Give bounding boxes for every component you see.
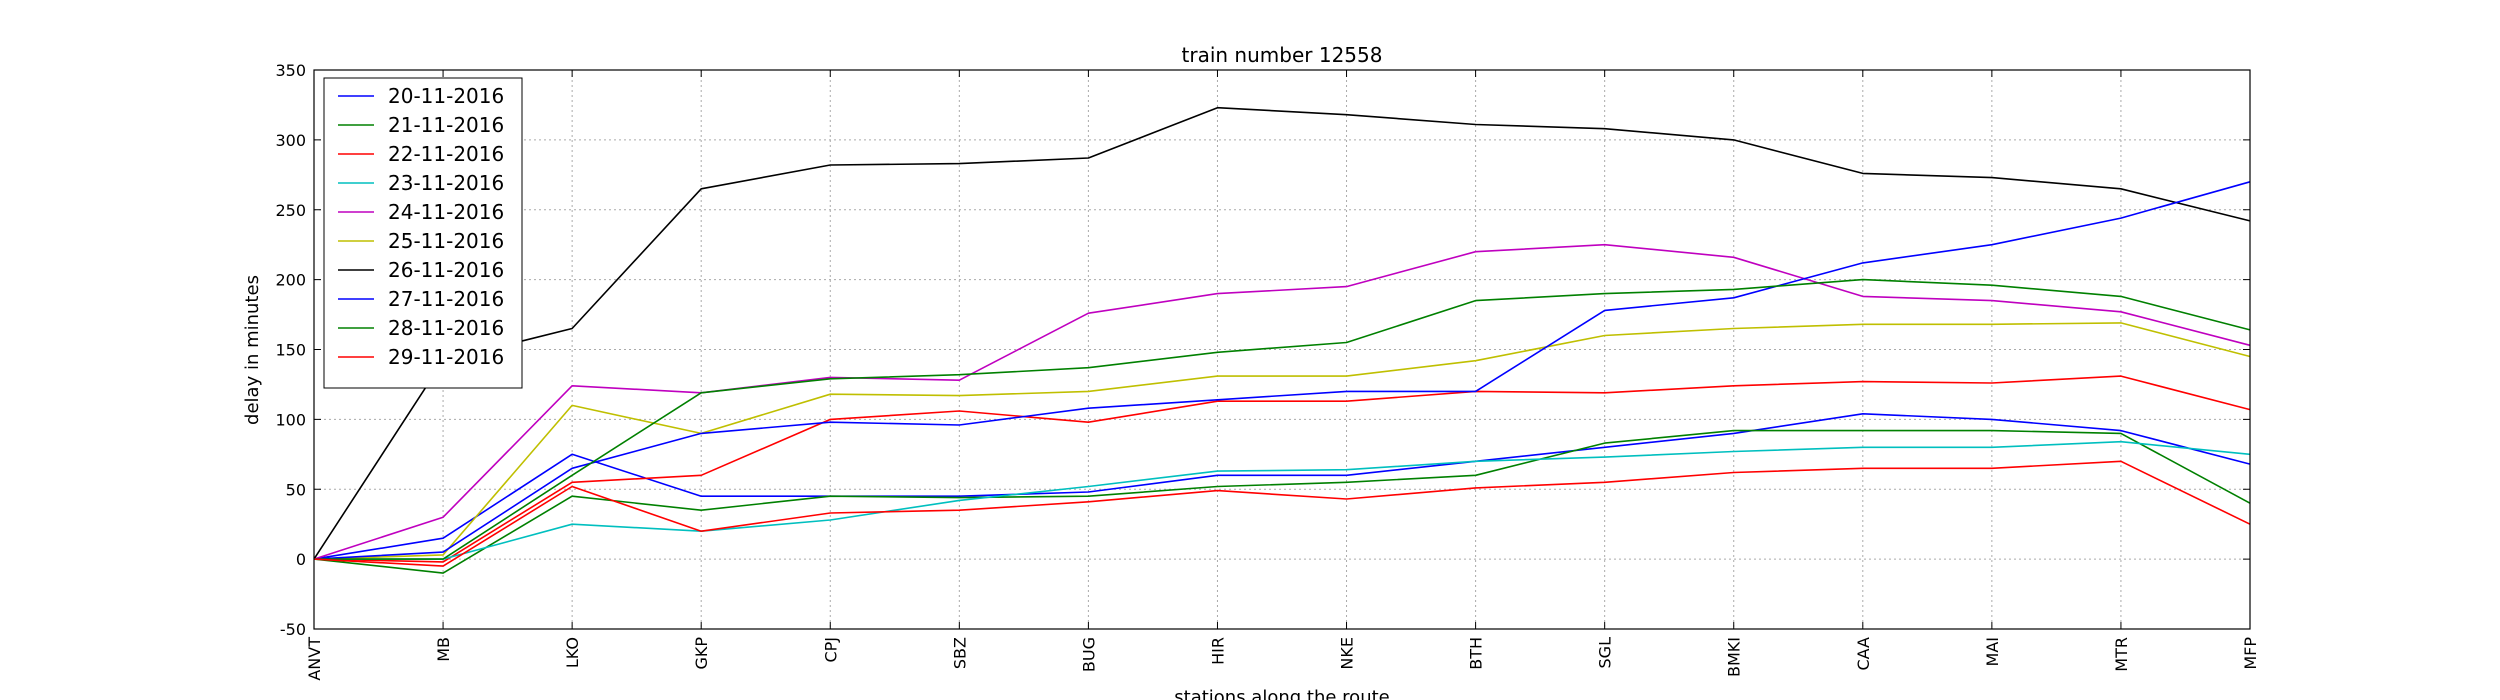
x-tick-label: CAA <box>1854 637 1873 671</box>
legend-label: 22-11-2016 <box>388 142 504 166</box>
legend-label: 23-11-2016 <box>388 171 504 195</box>
y-tick-label: 150 <box>275 341 306 360</box>
series-line <box>313 460 2251 567</box>
chart-title: train number 12558 <box>1182 43 1383 67</box>
y-tick-label: 0 <box>296 550 306 569</box>
legend-label: 28-11-2016 <box>388 316 504 340</box>
legend-label: 21-11-2016 <box>388 113 504 137</box>
y-tick-label: 100 <box>275 410 306 429</box>
y-axis-label: delay in minutes <box>242 275 263 425</box>
x-tick-label: BTH <box>1467 637 1486 670</box>
legend-label: 20-11-2016 <box>388 84 504 108</box>
series-line <box>313 106 2251 560</box>
y-tick-label: 200 <box>275 271 306 290</box>
x-tick-label: MAI <box>1983 637 2002 666</box>
x-tick-label: HIR <box>1208 637 1227 665</box>
x-tick-label: MB <box>434 637 453 662</box>
x-tick-label: BMKI <box>1725 637 1744 677</box>
series-line <box>313 243 2251 560</box>
x-tick-label: MFP <box>2241 637 2260 670</box>
legend-label: 25-11-2016 <box>388 229 504 253</box>
grid-lines <box>313 69 2251 630</box>
x-axis-label: stations along the route <box>1174 687 1389 700</box>
plot-area-frame <box>313 69 2251 630</box>
x-tick-label: ANVT <box>305 637 324 681</box>
x-tick-label: MTR <box>2112 637 2131 672</box>
series-line <box>313 412 2251 560</box>
legend-label: 29-11-2016 <box>388 345 504 369</box>
y-tick-label: 350 <box>275 61 306 80</box>
series-line <box>314 440 2251 560</box>
series-line <box>313 429 2251 574</box>
x-tick-label: CPJ <box>821 637 840 663</box>
series-line <box>313 322 2251 560</box>
x-tick-label: GKP <box>692 637 711 670</box>
y-tick-label: 300 <box>275 131 306 150</box>
x-tick-label: SGL <box>1596 637 1615 669</box>
y-tick-label: 250 <box>275 201 306 220</box>
series-line <box>313 375 2251 563</box>
legend-label: 27-11-2016 <box>388 287 504 311</box>
legend-label: 24-11-2016 <box>388 200 504 224</box>
x-tick-label: SBZ <box>950 637 969 669</box>
y-tick-label: -50 <box>280 620 306 639</box>
y-tick-label: 50 <box>286 480 306 499</box>
x-tick-label: NKE <box>1338 637 1357 670</box>
legend-box <box>323 77 523 389</box>
series-line <box>314 278 2251 560</box>
series-line <box>313 181 2251 560</box>
x-tick-label: BUG <box>1079 637 1098 672</box>
legend-label: 26-11-2016 <box>388 258 504 282</box>
x-tick-label: LKO <box>563 637 582 668</box>
